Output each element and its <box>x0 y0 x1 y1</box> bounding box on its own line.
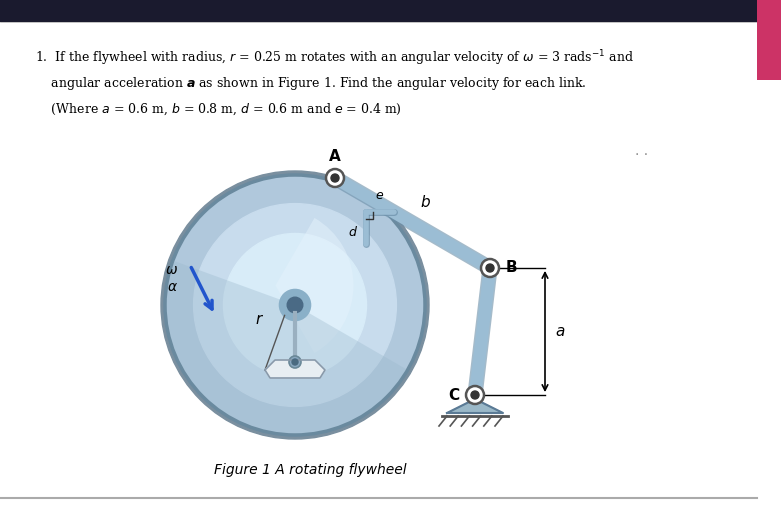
Wedge shape <box>165 261 408 435</box>
Circle shape <box>481 259 499 277</box>
Circle shape <box>486 264 494 272</box>
Text: (Where $a$ = 0.6 m, $b$ = 0.8 m, $d$ = 0.6 m and $e$ = 0.4 m): (Where $a$ = 0.6 m, $b$ = 0.8 m, $d$ = 0… <box>35 102 402 117</box>
Circle shape <box>326 169 344 187</box>
Text: A: A <box>329 149 341 164</box>
Text: $e$: $e$ <box>376 189 384 202</box>
Circle shape <box>161 171 429 439</box>
Circle shape <box>280 289 311 321</box>
Text: $\omega$: $\omega$ <box>165 263 178 277</box>
Text: C: C <box>448 388 459 402</box>
Circle shape <box>287 297 303 313</box>
Text: Figure 1 A rotating flywheel: Figure 1 A rotating flywheel <box>214 463 406 477</box>
Circle shape <box>471 391 479 399</box>
Circle shape <box>292 359 298 365</box>
Circle shape <box>165 175 425 435</box>
Text: angular acceleration $\boldsymbol{a}$ as shown in Figure 1. Find the angular vel: angular acceleration $\boldsymbol{a}$ as… <box>35 75 587 92</box>
Circle shape <box>289 356 301 368</box>
Text: $r$: $r$ <box>255 312 265 328</box>
Text: $\alpha$: $\alpha$ <box>167 280 178 294</box>
Text: $d$: $d$ <box>348 225 358 239</box>
Circle shape <box>331 174 339 182</box>
Polygon shape <box>265 360 325 378</box>
Text: 1.  If the flywheel with radius, $r$ = 0.25 m rotates with an angular velocity o: 1. If the flywheel with radius, $r$ = 0.… <box>35 48 634 68</box>
Text: · ·: · · <box>635 148 648 162</box>
Bar <box>757 0 781 80</box>
Text: $b$: $b$ <box>420 194 431 210</box>
Wedge shape <box>276 218 354 353</box>
Polygon shape <box>447 399 503 413</box>
Circle shape <box>466 386 484 404</box>
Circle shape <box>223 233 366 376</box>
Bar <box>0 0 781 22</box>
Circle shape <box>194 204 397 407</box>
Text: B: B <box>506 261 518 275</box>
Text: $a$: $a$ <box>555 324 565 339</box>
